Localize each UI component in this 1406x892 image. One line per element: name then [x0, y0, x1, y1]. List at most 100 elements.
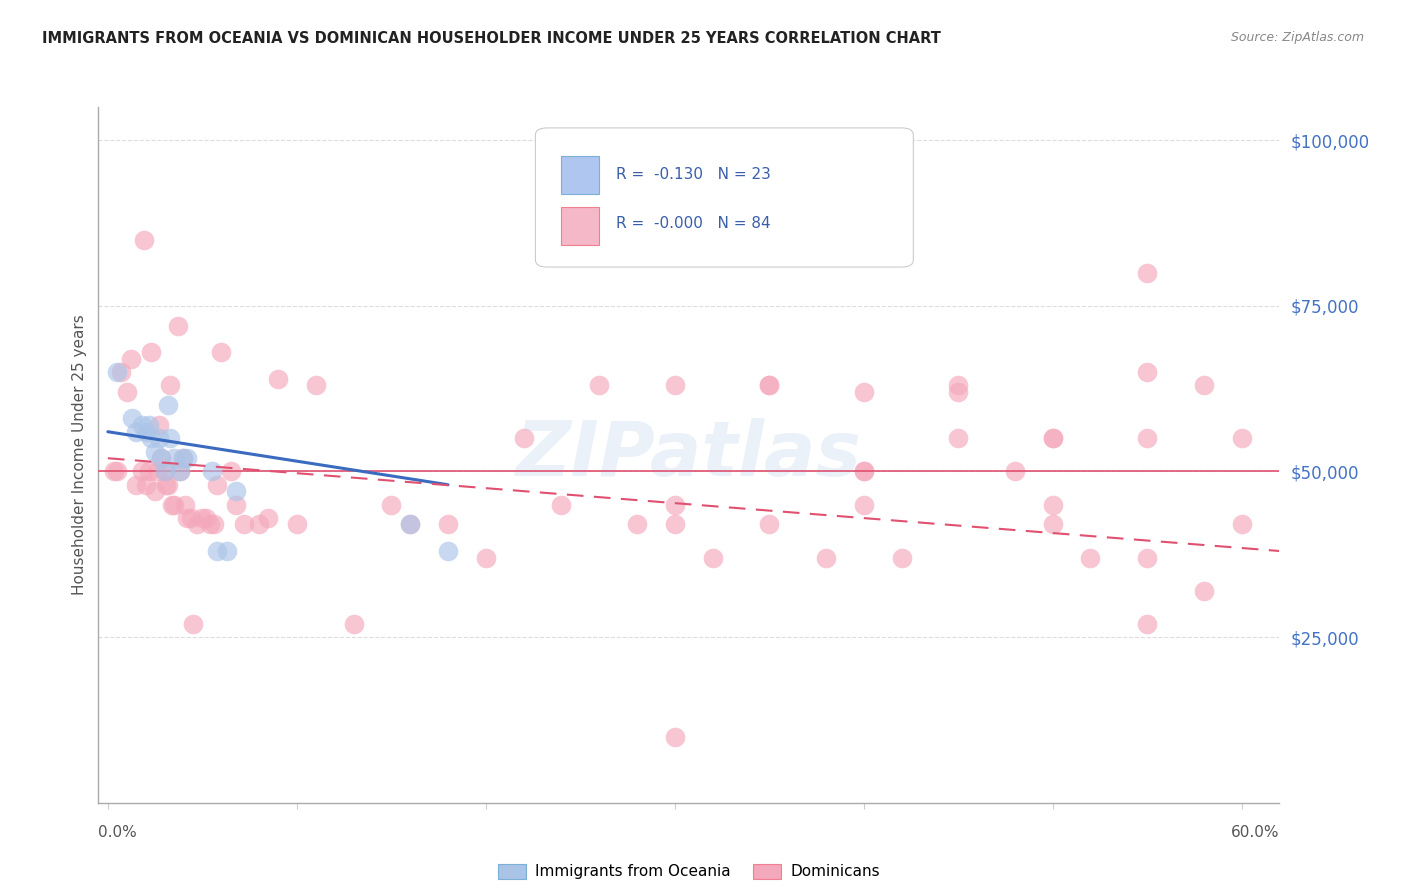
Point [399, 517, 422, 532]
Text: R =  -0.000   N = 84: R = -0.000 N = 84 [616, 217, 770, 231]
Point [890, 550, 912, 565]
Point [588, 378, 610, 392]
Point [225, 484, 247, 499]
Point [149, 451, 172, 466]
Point [1136, 431, 1159, 445]
Point [852, 384, 875, 399]
Point [1004, 465, 1026, 479]
Point [146, 465, 169, 479]
Point [125, 425, 148, 439]
Point [232, 517, 254, 532]
Point [626, 517, 648, 532]
Point [163, 451, 186, 466]
Point [157, 398, 180, 412]
Point [380, 498, 402, 512]
Point [1136, 266, 1159, 280]
Bar [561, 156, 599, 194]
Point [141, 345, 163, 359]
Point [120, 351, 142, 366]
Point [148, 418, 170, 433]
Point [475, 550, 498, 565]
Point [138, 418, 160, 433]
Text: 0.0%: 0.0% [98, 825, 138, 840]
Point [157, 477, 180, 491]
Point [219, 465, 242, 479]
Point [110, 365, 132, 379]
Point [664, 498, 686, 512]
Point [948, 384, 970, 399]
Point [1136, 365, 1159, 379]
Point [125, 477, 148, 491]
Point [225, 498, 247, 512]
Point [1136, 550, 1159, 565]
Point [814, 550, 837, 565]
Text: 60.0%: 60.0% [1232, 825, 1279, 840]
Point [159, 378, 181, 392]
Point [155, 477, 177, 491]
Point [267, 372, 290, 386]
Point [215, 544, 238, 558]
Point [1136, 616, 1159, 631]
Point [1042, 517, 1064, 532]
Point [758, 517, 780, 532]
Point [1230, 517, 1253, 532]
Point [135, 425, 157, 439]
Point [664, 378, 686, 392]
Point [201, 465, 224, 479]
Point [758, 378, 780, 392]
Point [1042, 431, 1064, 445]
Point [1192, 378, 1215, 392]
Point [166, 318, 188, 333]
Point [342, 616, 364, 631]
Point [132, 233, 155, 247]
Point [174, 498, 197, 512]
Point [852, 498, 875, 512]
Point [176, 511, 198, 525]
Point [1042, 498, 1064, 512]
Point [131, 418, 153, 433]
Point [758, 378, 780, 392]
Point [169, 465, 191, 479]
Point [143, 484, 166, 499]
Point [305, 378, 328, 392]
Point [247, 517, 270, 532]
Point [512, 431, 534, 445]
Point [160, 498, 183, 512]
Point [209, 345, 232, 359]
Point [285, 517, 308, 532]
Point [1080, 550, 1102, 565]
Point [131, 465, 153, 479]
Point [115, 384, 138, 399]
Point [852, 465, 875, 479]
Text: Source: ZipAtlas.com: Source: ZipAtlas.com [1230, 31, 1364, 45]
Point [195, 511, 218, 525]
FancyBboxPatch shape [536, 128, 914, 267]
Point [191, 511, 214, 525]
Point [180, 511, 202, 525]
Point [437, 517, 460, 532]
Point [121, 411, 143, 425]
Point [1042, 431, 1064, 445]
Y-axis label: Householder Income Under 25 years: Householder Income Under 25 years [72, 315, 87, 595]
Point [202, 517, 225, 532]
Point [207, 477, 229, 491]
Point [207, 544, 229, 558]
Point [172, 451, 194, 466]
Point [664, 517, 686, 532]
Legend: Immigrants from Oceania, Dominicans: Immigrants from Oceania, Dominicans [492, 857, 886, 886]
Point [1192, 583, 1215, 598]
Point [550, 498, 572, 512]
Point [1230, 431, 1253, 445]
Point [138, 465, 160, 479]
Point [163, 498, 186, 512]
Point [198, 517, 221, 532]
Text: R =  -0.130   N = 23: R = -0.130 N = 23 [616, 167, 770, 182]
Point [105, 465, 128, 479]
Point [148, 431, 170, 445]
Point [159, 431, 181, 445]
Point [141, 431, 163, 445]
Point [664, 730, 686, 744]
Point [176, 451, 198, 466]
Point [186, 517, 208, 532]
Point [169, 465, 191, 479]
